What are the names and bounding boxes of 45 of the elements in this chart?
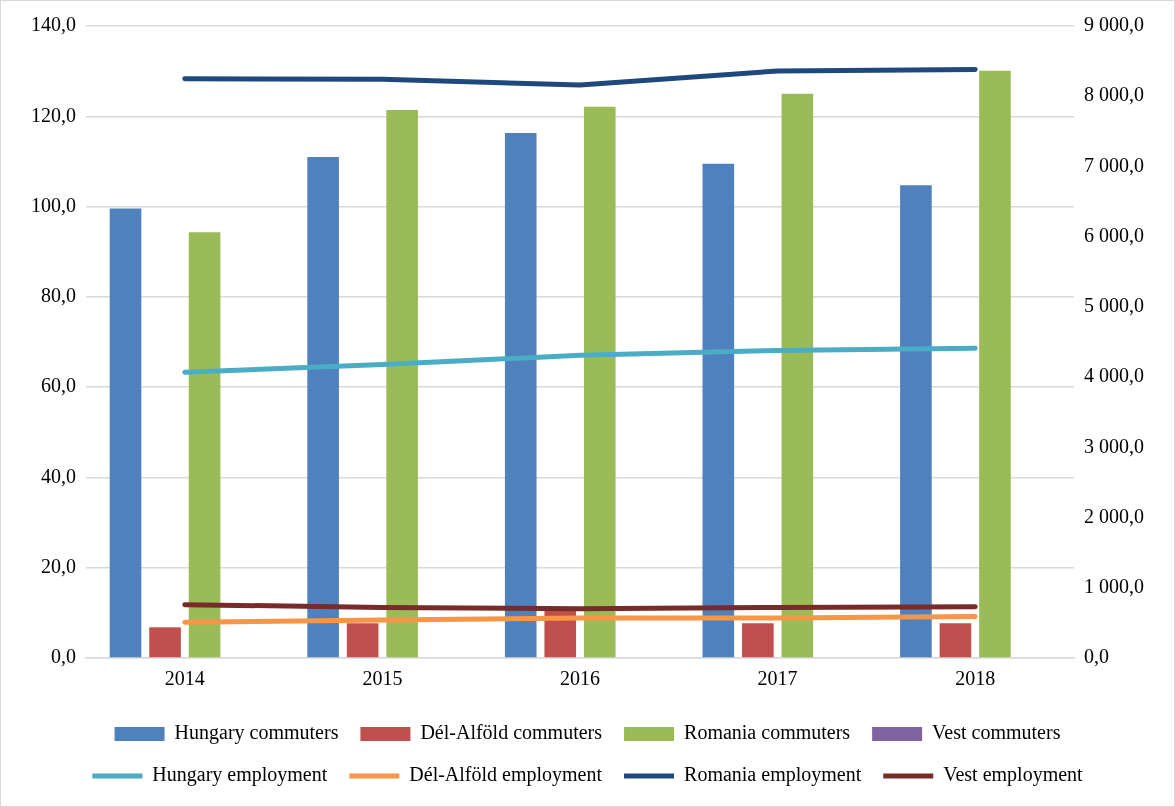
bar bbox=[979, 70, 1011, 658]
legend-label: Hungary employment bbox=[152, 763, 328, 787]
bar bbox=[188, 232, 221, 658]
x-tick-label: 2015 bbox=[362, 667, 403, 690]
bar bbox=[109, 208, 142, 658]
bar bbox=[742, 623, 774, 658]
legend-label: Romania employment bbox=[684, 763, 862, 787]
y2-tick-label: 0,0 bbox=[1084, 645, 1109, 668]
bar bbox=[504, 132, 537, 658]
bar bbox=[149, 627, 181, 658]
y-tick-label: 0,0 bbox=[51, 645, 76, 668]
y-tick-label: 40,0 bbox=[41, 464, 76, 487]
bar bbox=[386, 109, 418, 658]
bar bbox=[702, 163, 735, 658]
y2-tick-label: 4 000,0 bbox=[1084, 364, 1144, 387]
legend-label: Dél-Alföld employment bbox=[409, 763, 603, 787]
bar bbox=[781, 93, 814, 658]
y-tick-label: 80,0 bbox=[41, 284, 76, 307]
x-tick-label: 2018 bbox=[955, 667, 996, 690]
y-tick-label: 140,0 bbox=[31, 13, 76, 36]
y2-tick-label: 9 000,0 bbox=[1084, 13, 1144, 36]
y-tick-label: 100,0 bbox=[31, 193, 76, 216]
x-tick-label: 2017 bbox=[757, 667, 798, 690]
x-tick-label: 2016 bbox=[560, 667, 600, 690]
bar bbox=[307, 156, 339, 658]
y2-tick-label: 2 000,0 bbox=[1084, 504, 1144, 527]
y-tick-label: 60,0 bbox=[41, 374, 76, 397]
y2-tick-label: 1 000,0 bbox=[1084, 575, 1144, 598]
y2-tick-label: 7 000,0 bbox=[1084, 153, 1144, 176]
bar bbox=[346, 623, 379, 658]
y2-tick-label: 6 000,0 bbox=[1084, 223, 1144, 246]
bar bbox=[900, 185, 932, 658]
legend-label: Romania commuters bbox=[684, 721, 851, 744]
y2-tick-label: 8 000,0 bbox=[1084, 83, 1144, 106]
y2-tick-label: 3 000,0 bbox=[1084, 434, 1144, 457]
bar bbox=[939, 623, 972, 658]
legend-label: Hungary commuters bbox=[174, 721, 339, 745]
y-tick-label: 120,0 bbox=[31, 103, 76, 126]
legend-label: Dél-Alföld commuters bbox=[420, 721, 603, 744]
y2-tick-label: 5 000,0 bbox=[1084, 294, 1144, 317]
y-tick-label: 20,0 bbox=[41, 554, 76, 577]
x-tick-label: 2014 bbox=[164, 667, 205, 690]
legend-label: Vest commuters bbox=[932, 721, 1061, 744]
bar bbox=[583, 106, 616, 658]
legend-label: Vest employment bbox=[943, 763, 1084, 787]
